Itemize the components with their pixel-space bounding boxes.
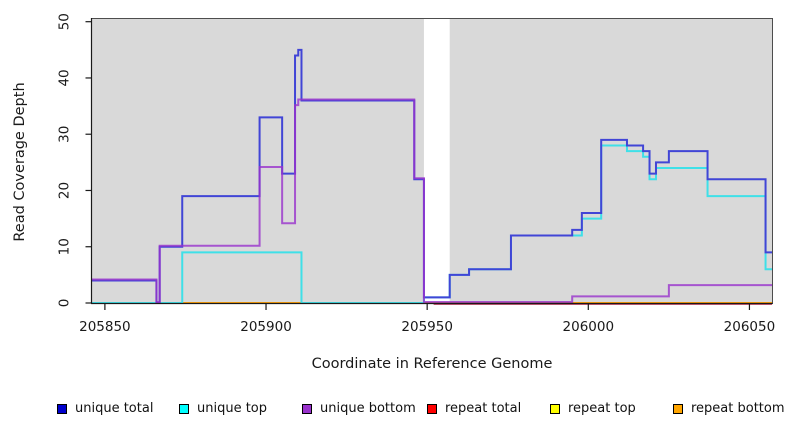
legend-item-unique-bottom: unique bottom: [302, 400, 416, 417]
legend-label: unique bottom: [320, 401, 416, 416]
legend-swatch-repeat-total: [427, 403, 437, 414]
legend-item-repeat-bottom: repeat bottom: [673, 400, 785, 417]
legend-label: repeat total: [445, 401, 522, 416]
legend-item-repeat-total: repeat total: [427, 400, 521, 417]
legend-label: repeat bottom: [691, 401, 785, 416]
x-tick-label: 206000: [563, 319, 615, 335]
y-tick-label: 40: [57, 69, 73, 86]
y-tick-label: 10: [57, 238, 73, 255]
legend-label: unique total: [75, 401, 154, 416]
legend-swatch-repeat-bottom: [673, 403, 683, 414]
no-data-band: [423, 19, 450, 303]
series-unique-bottom: [92, 98, 772, 303]
x-tick-label: 205900: [240, 319, 292, 335]
y-tick-label: 20: [57, 182, 73, 199]
legend-item-unique-top: unique top: [179, 400, 267, 417]
legend-swatch-unique-total: [57, 403, 67, 414]
legend: unique total unique top unique bottom repea…: [0, 400, 792, 424]
series-unique-total: [92, 48, 772, 304]
x-tick-label: 205950: [401, 319, 453, 335]
legend-label: repeat top: [568, 401, 636, 416]
legend-swatch-unique-bottom: [302, 403, 312, 414]
legend-item-repeat-top: repeat top: [550, 400, 636, 417]
legend-label: unique top: [197, 401, 268, 416]
x-tick-label: 205850: [79, 319, 131, 335]
legend-item-unique-total: unique total: [57, 400, 153, 417]
x-tick-label: 206050: [724, 319, 776, 335]
y-axis-title: Read Coverage Depth: [12, 82, 28, 242]
y-tick-label: 30: [57, 126, 73, 143]
legend-swatch-unique-top: [179, 403, 189, 414]
x-axis-title: Coordinate in Reference Genome: [311, 356, 553, 372]
legend-swatch-repeat-top: [550, 403, 560, 414]
y-tick-label: 50: [57, 13, 73, 30]
y-tick-label: 0: [57, 299, 73, 308]
